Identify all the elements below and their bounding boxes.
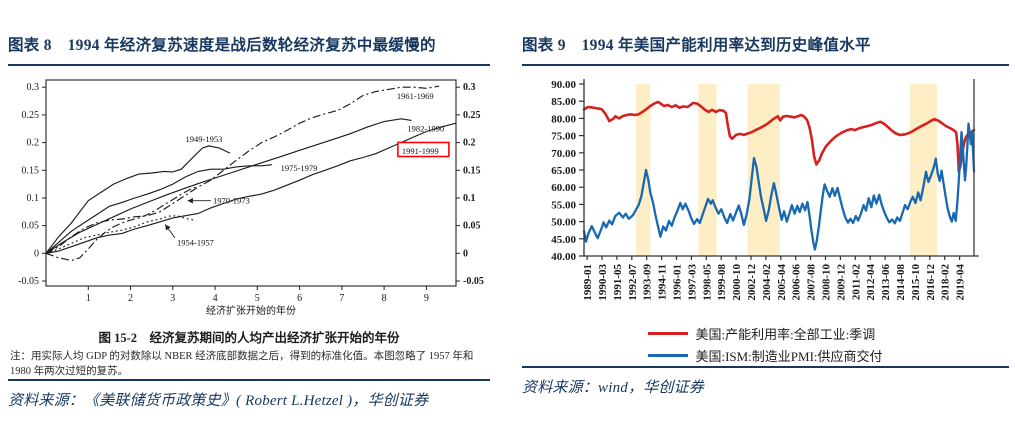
svg-text:0.05: 0.05 <box>22 221 40 232</box>
svg-text:65.00: 65.00 <box>551 165 576 177</box>
svg-text:2: 2 <box>128 293 133 304</box>
svg-text:2018-02: 2018-02 <box>940 264 952 301</box>
blue-line-swatch <box>648 353 689 357</box>
svg-text:45.00: 45.00 <box>551 234 576 246</box>
svg-text:-0.05: -0.05 <box>18 276 39 287</box>
legend-item-ism-supplier-deliveries: 美国:ISM:制造业PMI:供应商交付 <box>648 344 883 366</box>
svg-text:80.00: 80.00 <box>551 113 576 125</box>
svg-text:2006-06: 2006-06 <box>791 264 803 301</box>
svg-text:2007-08: 2007-08 <box>806 264 818 301</box>
svg-text:1: 1 <box>86 293 91 304</box>
svg-text:2000-10: 2000-10 <box>731 264 743 301</box>
figure-8-source: 资料来源：《美联储货币政策史》( Robert L.Hetzel )，华创证券 <box>8 393 429 410</box>
svg-text:经济扩张开始的年份: 经济扩张开始的年份 <box>206 304 296 317</box>
svg-text:2009-12: 2009-12 <box>835 264 847 301</box>
svg-text:1982-1990: 1982-1990 <box>407 123 444 133</box>
svg-text:0: 0 <box>463 248 468 259</box>
svg-text:0.2: 0.2 <box>463 138 476 149</box>
svg-text:85.00: 85.00 <box>551 96 576 108</box>
svg-text:60.00: 60.00 <box>551 182 576 194</box>
figure-8-bottom-rule <box>8 379 490 382</box>
svg-text:1994-11: 1994-11 <box>657 264 669 300</box>
red-line-swatch <box>648 331 689 335</box>
figure-8-scanned-figure: 0.3 0.3 0.25 0.25 0.2 0.2 0.15 0.15 0.1 0.1 0.05 0.… <box>8 66 490 379</box>
svg-text:55.00: 55.00 <box>551 199 576 211</box>
svg-text:2011-02: 2011-02 <box>850 264 862 301</box>
svg-text:2004-02: 2004-02 <box>761 264 773 301</box>
svg-text:0.3: 0.3 <box>463 82 476 93</box>
svg-text:1991-1999: 1991-1999 <box>402 146 439 156</box>
svg-text:1997-03: 1997-03 <box>686 264 698 301</box>
svg-text:5: 5 <box>255 293 260 304</box>
legend-item-capacity-utilization: 美国:产能利用率:全部工业:季调 <box>648 322 882 344</box>
figure-8-panel: 图表 8 1994 年经济复苏速度是战后数轮经济复苏中最缓慢的 0.3 0.3 0.… <box>0 0 500 436</box>
svg-text:1993-09: 1993-09 <box>642 264 654 301</box>
svg-text:40.00: 40.00 <box>551 251 576 263</box>
legend-label-ism-supplier-deliveries: 美国:ISM:制造业PMI:供应商交付 <box>695 348 883 364</box>
figure-9-bottom-rule <box>522 366 1009 368</box>
svg-text:90.00: 90.00 <box>551 79 576 91</box>
svg-text:6: 6 <box>297 293 302 304</box>
figure-8-header: 图表 8 1994 年经济复苏速度是战后数轮经济复苏中最缓慢的 <box>8 0 490 64</box>
svg-text:2013-06: 2013-06 <box>880 264 892 301</box>
svg-text:2002-12: 2002-12 <box>746 264 758 301</box>
svg-text:0.15: 0.15 <box>22 165 40 176</box>
legend-label-capacity-utilization: 美国:产能利用率:全部工业:季调 <box>695 326 876 342</box>
svg-text:2019-04: 2019-04 <box>955 264 967 301</box>
svg-text:2005-04: 2005-04 <box>776 264 788 301</box>
svg-text:1999-08: 1999-08 <box>716 264 728 301</box>
svg-text:1992-07: 1992-07 <box>627 264 639 301</box>
svg-text:0.3: 0.3 <box>27 82 40 93</box>
svg-text:50.00: 50.00 <box>551 217 576 229</box>
svg-text:0.25: 0.25 <box>22 110 40 121</box>
svg-text:4: 4 <box>213 293 218 304</box>
svg-text:1975-1979: 1975-1979 <box>281 163 318 173</box>
svg-text:1996-01: 1996-01 <box>672 264 684 301</box>
scanned-figure-caption: 图 15-2 经济复苏期间的人均产出经济扩张开始的年份 <box>98 331 400 345</box>
svg-text:0: 0 <box>34 248 39 259</box>
svg-text:1991-05: 1991-05 <box>612 264 624 301</box>
svg-text:1949-1953: 1949-1953 <box>185 134 222 144</box>
figure-8-top-rule <box>8 64 490 66</box>
svg-text:1998-05: 1998-05 <box>701 264 713 301</box>
figure-9-header: 图表 9 1994 年美国产能利用率达到历史峰值水平 <box>522 0 1009 64</box>
svg-text:0.05: 0.05 <box>463 221 481 232</box>
figure-8-title: 图表 8 1994 年经济复苏速度是战后数轮经济复苏中最缓慢的 <box>8 37 436 54</box>
svg-text:0.2: 0.2 <box>27 138 40 149</box>
chart-legend: 美国:产能利用率:全部工业:季调 美国:ISM:制造业PMI:供应商交付 <box>648 320 883 366</box>
figure-9-top-rule <box>522 64 1009 66</box>
svg-text:0.25: 0.25 <box>463 110 481 121</box>
svg-text:2016-12: 2016-12 <box>925 264 937 301</box>
svg-text:2015-10: 2015-10 <box>910 264 922 301</box>
figure-9-title: 图表 9 1994 年美国产能利用率达到历史峰值水平 <box>522 37 871 54</box>
svg-text:9: 9 <box>424 293 429 304</box>
scanned-figure-note: 注：用实际人均 GDP 的对数除以 NBER 经济底部数据之后，得到的标准化值。… <box>10 351 474 378</box>
svg-text:0.1: 0.1 <box>27 193 40 204</box>
svg-text:1990-03: 1990-03 <box>597 264 609 301</box>
svg-text:75.00: 75.00 <box>551 131 576 143</box>
recovery-paths-chart: 0.3 0.3 0.25 0.25 0.2 0.2 0.15 0.15 0.1 0.1 0.05 0.… <box>8 74 490 326</box>
svg-text:2014-08: 2014-08 <box>895 264 907 301</box>
svg-text:1989-01: 1989-01 <box>582 264 594 301</box>
svg-text:1954-1957: 1954-1957 <box>177 237 214 247</box>
svg-text:0.15: 0.15 <box>463 165 481 176</box>
svg-text:2008-10: 2008-10 <box>821 264 833 301</box>
svg-text:3: 3 <box>170 293 175 304</box>
figure-9-figure: 90.00 85.00 80.00 75.00 70.00 65.00 60.00 55.00… <box>522 66 1009 366</box>
svg-text:7: 7 <box>339 293 344 304</box>
svg-text:2012-04: 2012-04 <box>865 264 877 301</box>
svg-text:1961-1969: 1961-1969 <box>397 91 434 101</box>
svg-text:70.00: 70.00 <box>551 148 576 160</box>
svg-text:0.1: 0.1 <box>463 193 476 204</box>
svg-text:-0.05: -0.05 <box>463 276 484 287</box>
svg-text:8: 8 <box>382 293 387 304</box>
figure-9-source: 资料来源：wind，华创证券 <box>522 380 704 396</box>
capacity-utilization-chart: 90.00 85.00 80.00 75.00 70.00 65.00 60.00 55.00… <box>522 74 1009 320</box>
figure-9-panel: 图表 9 1994 年美国产能利用率达到历史峰值水平 90.00 85.00 80.… <box>500 0 1015 436</box>
